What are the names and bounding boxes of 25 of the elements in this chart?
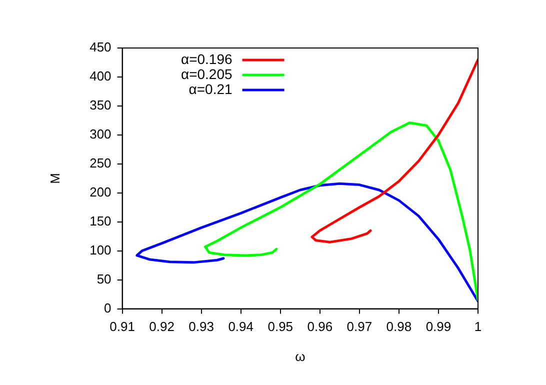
y-tick-label: 150	[90, 213, 112, 228]
y-tick-label: 50	[96, 271, 112, 286]
x-tick-label: 0.94	[228, 319, 254, 334]
y-tick-label: 450	[90, 40, 112, 55]
x-tick-label: 0.92	[149, 319, 174, 334]
x-tick-label: 0.99	[426, 319, 452, 334]
x-tick-label: 1	[474, 319, 482, 334]
x-axis-title: ω	[295, 348, 306, 364]
x-tick-label: 0.91	[110, 319, 135, 334]
x-tick-label: 0.96	[307, 319, 333, 334]
y-tick-label: 200	[90, 184, 112, 200]
legend-label: α=0.21	[188, 80, 232, 97]
y-tick-label: 250	[90, 155, 112, 170]
x-tick-label: 0.93	[188, 319, 214, 334]
y-tick-label: 100	[90, 242, 112, 258]
legend-label: α=0.196	[180, 50, 232, 67]
y-tick-label: 0	[104, 300, 112, 316]
y-tick-label: 400	[90, 68, 112, 84]
x-tick-label: 0.95	[268, 319, 294, 334]
y-axis-title: M	[47, 172, 62, 184]
y-tick-label: 300	[90, 126, 112, 142]
x-tick-label: 0.97	[346, 319, 372, 334]
y-tick-label: 350	[90, 98, 112, 113]
x-tick-label: 0.98	[386, 319, 412, 334]
legend-label: α=0.205	[180, 66, 232, 82]
